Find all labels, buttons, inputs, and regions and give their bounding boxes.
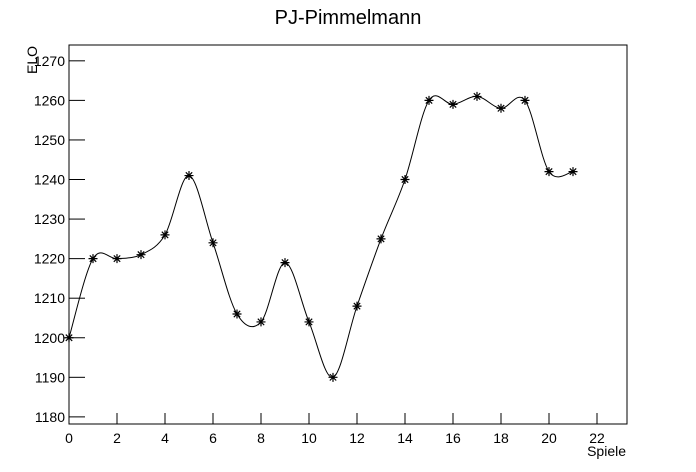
- y-tick-label: 1260: [34, 92, 65, 108]
- x-tick-label: 20: [541, 430, 557, 446]
- y-tick-label: 1250: [34, 132, 65, 148]
- x-tick-label: 2: [113, 430, 121, 446]
- data-line: [68, 95, 574, 378]
- chart-title: PJ-Pimmelmann: [275, 7, 422, 29]
- data-point: [184, 171, 194, 181]
- x-tick-label: 12: [349, 430, 365, 446]
- data-point: [256, 317, 266, 327]
- x-tick-label: 18: [493, 430, 509, 446]
- data-point: [136, 250, 146, 260]
- data-point: [280, 258, 290, 268]
- x-tick-label: 16: [445, 430, 461, 446]
- y-tick-label: 1190: [35, 369, 65, 385]
- y-tick-label: 1180: [35, 409, 65, 425]
- data-point: [448, 99, 458, 109]
- data-point: [160, 230, 170, 240]
- data-point: [352, 301, 362, 311]
- y-tick-label: 1270: [34, 53, 65, 69]
- data-point: [544, 167, 554, 177]
- y-axis-label: ELO: [24, 46, 40, 74]
- data-point: [520, 95, 530, 105]
- data-point: [376, 234, 386, 244]
- data-point: [496, 103, 506, 113]
- x-tick-label: 4: [161, 430, 169, 446]
- x-tick-label: 0: [65, 430, 73, 446]
- y-tick-label: 1210: [34, 290, 65, 306]
- x-tick-label: 6: [209, 430, 217, 446]
- data-point: [232, 309, 242, 319]
- data-point: [400, 175, 410, 185]
- data-point: [64, 333, 74, 343]
- y-tick-label: 1230: [34, 211, 65, 227]
- y-tick-label: 1200: [34, 330, 65, 346]
- data-point: [328, 372, 338, 382]
- y-tick-label: 1240: [34, 172, 65, 188]
- x-tick-label: 10: [301, 430, 317, 446]
- data-point: [424, 95, 434, 105]
- data-point: [112, 254, 122, 264]
- data-point: [208, 238, 218, 248]
- x-axis-label: Spiele: [587, 443, 626, 459]
- data-point: [88, 254, 98, 264]
- data-point: [472, 91, 482, 101]
- y-tick-label: 1220: [34, 251, 65, 267]
- data-point: [568, 167, 578, 177]
- x-tick-label: 22: [589, 430, 605, 446]
- x-tick-label: 8: [257, 430, 265, 446]
- plot-frame: [68, 44, 628, 425]
- x-tick-label: 14: [397, 430, 413, 446]
- data-point: [304, 317, 314, 327]
